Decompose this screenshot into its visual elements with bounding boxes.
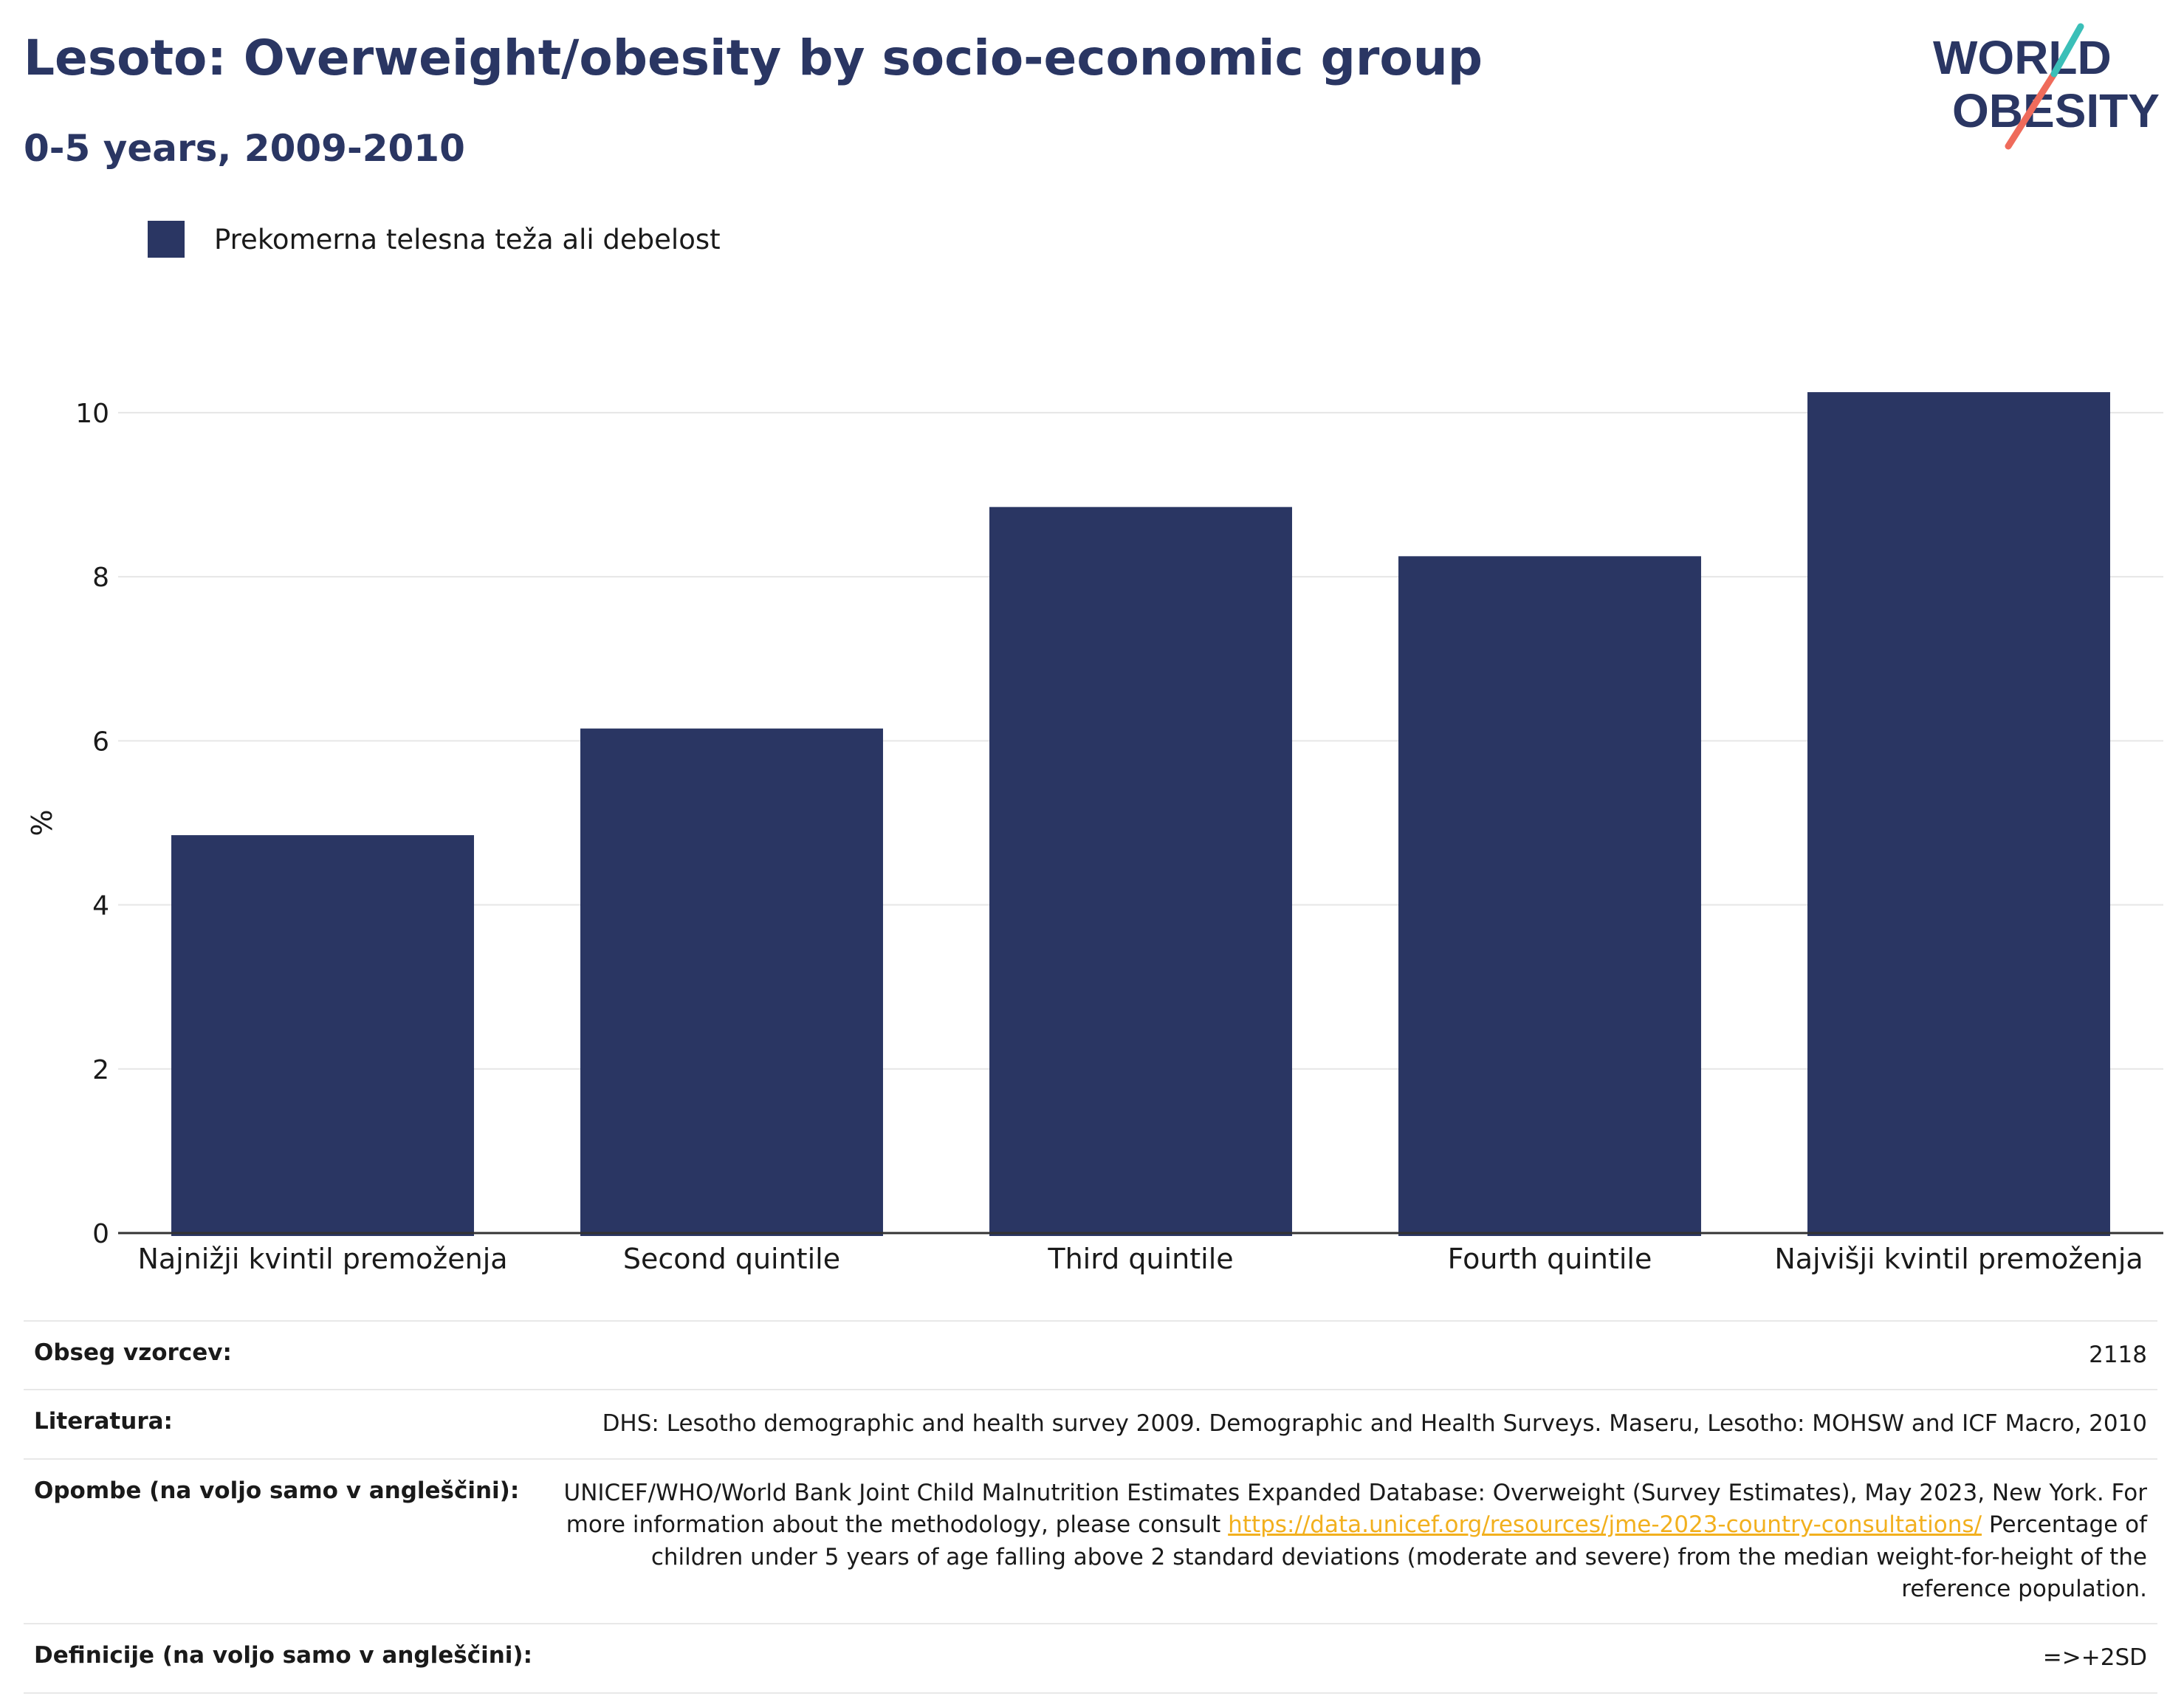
world-obesity-logo: WORLD OBESITY xyxy=(1933,23,2160,150)
legend: Prekomerna telesna teža ali debelost xyxy=(148,220,721,258)
note-row-literature: Literatura: DHS: Lesotho demographic and… xyxy=(24,1389,2157,1458)
bar xyxy=(1807,392,2110,1236)
logo-line2: OBESITY xyxy=(1952,84,2160,137)
bar xyxy=(171,835,474,1236)
remarks-value: UNICEF/WHO/World Bank Joint Child Malnut… xyxy=(563,1477,2148,1606)
y-tick-label: 0 xyxy=(92,1219,109,1249)
literature-label: Literatura: xyxy=(34,1408,173,1435)
x-tick-label: Second quintile xyxy=(623,1243,840,1275)
note-row-definitions: Definicije (na voljo samo v angleščini):… xyxy=(24,1623,2157,1694)
y-tick-label: 6 xyxy=(92,727,109,757)
y-tick-label: 8 xyxy=(92,563,109,593)
remarks-label: Opombe (na voljo samo v angleščini): xyxy=(34,1477,520,1504)
logo-slash-coral xyxy=(2005,70,2058,150)
x-tick-label: Najvišji kvintil premoženja xyxy=(1774,1243,2143,1275)
definitions-label: Definicije (na voljo samo v angleščini): xyxy=(34,1642,532,1669)
remarks-definition-text: Percentage of children under 5 years of … xyxy=(650,1511,2147,1602)
x-tick-label: Third quintile xyxy=(1047,1243,1233,1275)
chart-subtitle: 0-5 years, 2009-2010 xyxy=(24,127,465,170)
literature-value: DHS: Lesotho demographic and health surv… xyxy=(602,1410,2147,1438)
bar xyxy=(1398,556,1701,1236)
y-tick-label: 4 xyxy=(92,891,109,921)
legend-label: Prekomerna telesna teža ali debelost xyxy=(214,223,721,255)
note-row-remarks: Opombe (na voljo samo v angleščini): UNI… xyxy=(24,1458,2157,1624)
definitions-value: =>+2SD xyxy=(2042,1644,2147,1672)
logo-line1: WORLD xyxy=(1933,31,2112,84)
sample-size-label: Obseg vzorcev: xyxy=(34,1339,232,1366)
remarks-text: UNICEF/WHO/World Bank Joint Child Malnut… xyxy=(563,1479,2148,1539)
notes-table: Obseg vzorcev: 2118 Literatura: DHS: Les… xyxy=(24,1320,2157,1694)
methodology-link[interactable]: https://data.unicef.org/resources/jme-20… xyxy=(1228,1511,1982,1539)
y-tick-label: 2 xyxy=(92,1055,109,1085)
sample-size-value: 2118 xyxy=(2089,1342,2147,1368)
logo-slash-teal xyxy=(2050,23,2084,78)
bar xyxy=(580,728,883,1236)
bar xyxy=(989,507,1292,1236)
bar-chart: 0 2 4 6 8 10% Najnižji kvintil premoženja Secon… xyxy=(26,392,2163,1275)
legend-swatch xyxy=(148,221,185,258)
x-tick-label: Najnižji kvintil premoženja xyxy=(137,1243,507,1275)
y-axis-label: % xyxy=(26,809,58,836)
chart-title: Lesoto: Overweight/obesity by socio-econ… xyxy=(24,30,1483,86)
y-tick-label: 10 xyxy=(75,399,109,429)
x-tick-label: Fourth quintile xyxy=(1448,1243,1652,1275)
note-row-sample: Obseg vzorcev: 2118 xyxy=(24,1320,2157,1389)
